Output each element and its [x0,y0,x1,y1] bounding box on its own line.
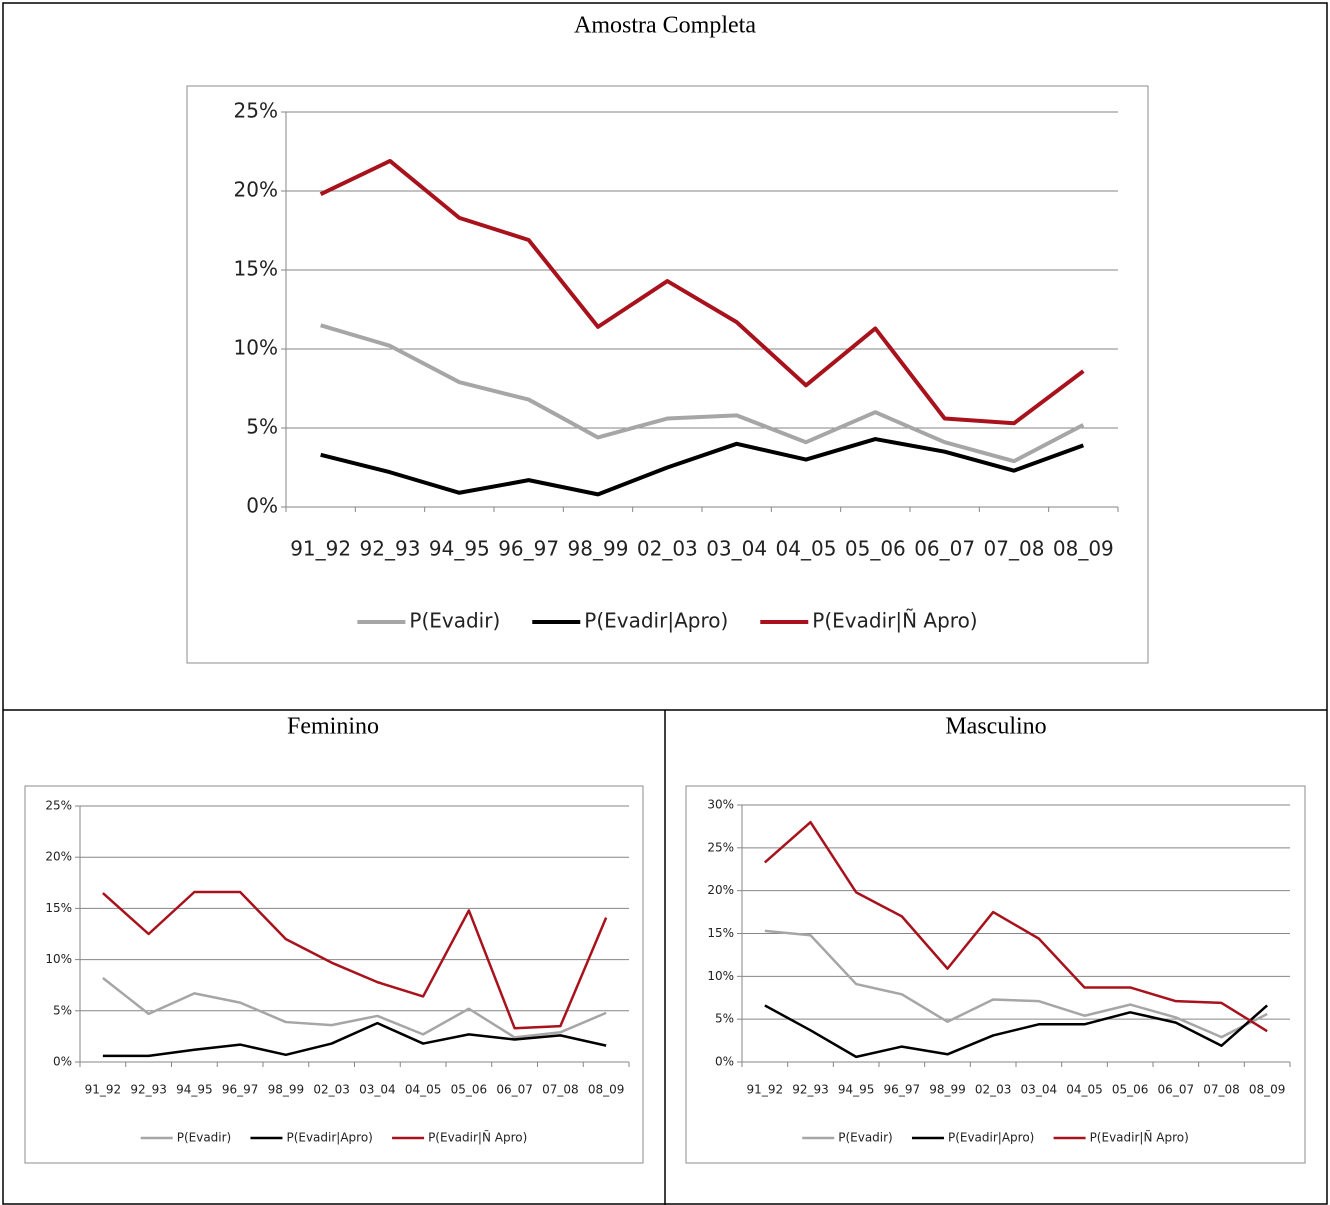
legend-label: P(Evadir|Ñ Apro) [1090,1130,1189,1145]
x-tick-label: 91_92 [747,1083,784,1097]
series-line [102,890,608,1030]
x-tick-label: 92_93 [360,537,421,561]
x-tick-label: 94_95 [176,1083,213,1097]
x-tick-label: 96_97 [498,537,559,561]
series-line [320,437,1085,497]
x-tick-label: 05_06 [1112,1083,1149,1097]
y-tick-label: 10% [234,336,278,360]
series-line [320,323,1085,464]
y-tick-label: 0% [53,1055,72,1069]
x-tick-label: 94_95 [429,537,490,561]
chart-frame [685,785,1306,1164]
chart-frame [24,785,644,1164]
x-tick-label: 05_06 [451,1083,488,1097]
x-tick-label: 04_05 [776,537,837,561]
y-tick-label: 15% [707,926,734,940]
chart-frame [186,85,1149,664]
y-tick-label: 20% [707,883,734,897]
chart-title: Amostra Completa [574,13,756,39]
x-tick-label: 03_04 [706,537,767,561]
legend-label: P(Evadir) [177,1131,232,1145]
x-tick-label: 98_99 [568,537,629,561]
x-tick-label: 91_92 [85,1083,122,1097]
legend-label: P(Evadir) [838,1131,893,1145]
x-tick-label: 06_07 [914,537,975,561]
y-tick-label: 25% [707,840,734,854]
x-tick-label: 07_08 [1203,1083,1240,1097]
y-tick-label: 0% [246,494,278,518]
y-tick-label: 20% [234,178,278,202]
x-tick-label: 08_09 [588,1083,625,1097]
x-tick-label: 98_99 [929,1083,966,1097]
x-tick-label: 07_08 [984,537,1045,561]
x-tick-label: 98_99 [268,1083,305,1097]
series-line [764,820,1268,1033]
y-tick-label: 5% [715,1012,734,1026]
series-line [764,929,1268,1039]
x-tick-label: 02_03 [975,1083,1012,1097]
y-tick-label: 5% [246,415,278,439]
x-tick-label: 03_04 [1021,1083,1058,1097]
legend-label: P(Evadir|Apro) [948,1131,1034,1145]
series-line [764,1004,1268,1059]
legend-label: P(Evadir|Apro) [584,609,728,633]
y-tick-label: 5% [53,1003,72,1017]
x-tick-label: 04_05 [405,1083,442,1097]
y-tick-label: 0% [715,1055,734,1069]
x-tick-label: 05_06 [845,537,906,561]
chart-title: Feminino [287,714,379,740]
y-tick-label: 20% [45,850,72,864]
x-tick-label: 08_09 [1053,537,1114,561]
y-tick-label: 15% [45,901,72,915]
x-tick-label: 92_93 [792,1083,829,1097]
x-tick-label: 06_07 [496,1083,533,1097]
x-tick-label: 04_05 [1066,1083,1103,1097]
series-line [319,158,1085,426]
y-tick-label: 10% [45,952,72,966]
series-line [102,1021,607,1058]
x-tick-label: 96_97 [222,1083,259,1097]
x-tick-label: 03_04 [359,1083,396,1097]
legend-label: P(Evadir|Ñ Apro) [812,609,977,633]
x-tick-label: 02_03 [637,537,698,561]
y-tick-label: 15% [234,257,278,281]
x-tick-label: 94_95 [838,1083,875,1097]
x-tick-label: 02_03 [313,1083,350,1097]
series-line [102,977,607,1039]
chart-title: Masculino [945,714,1046,740]
legend-label: P(Evadir) [409,609,500,633]
legend-label: P(Evadir|Ñ Apro) [428,1130,527,1145]
y-tick-label: 25% [234,99,278,123]
y-tick-label: 25% [45,799,72,813]
legend-label: P(Evadir|Apro) [286,1131,372,1145]
y-tick-label: 10% [707,969,734,983]
x-tick-label: 06_07 [1158,1083,1195,1097]
x-tick-label: 91_92 [290,537,351,561]
x-tick-label: 92_93 [130,1083,167,1097]
x-tick-label: 96_97 [884,1083,921,1097]
y-tick-label: 30% [707,798,734,812]
x-tick-label: 08_09 [1249,1083,1286,1097]
x-tick-label: 07_08 [542,1083,579,1097]
